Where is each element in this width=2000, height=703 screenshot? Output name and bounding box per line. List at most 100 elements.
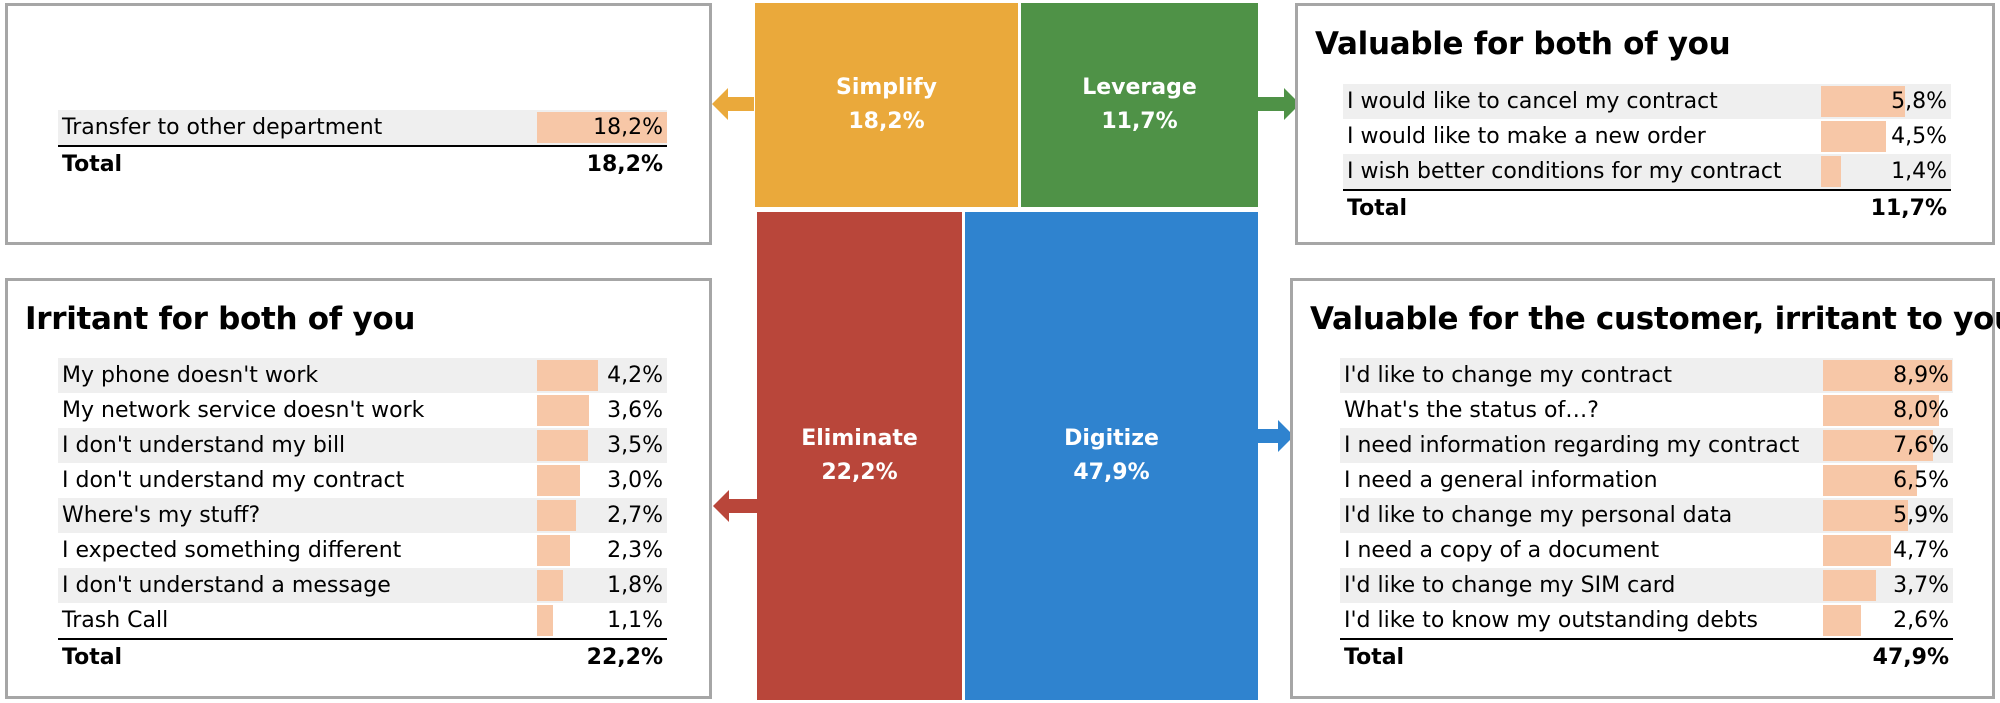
eliminate-quadrant-label: Eliminate — [801, 426, 918, 451]
value-bar — [537, 500, 576, 531]
arrow-right-digitize-icon — [1258, 420, 1294, 452]
table-row: I'd like to change my contract 8,9% — [1340, 358, 1953, 393]
row-value: 8,0% — [1893, 398, 1949, 423]
row-label: I'd like to know my outstanding debts — [1344, 608, 1758, 633]
total-value: 22,2% — [586, 645, 663, 670]
bar-cell — [537, 568, 667, 603]
row-value: 3,6% — [607, 398, 663, 423]
row-label: I need a general information — [1344, 468, 1658, 493]
table-row: I need information regarding my contract… — [1340, 428, 1953, 463]
table-row: I expected something different 2,3% — [58, 533, 667, 568]
row-value: 8,9% — [1893, 363, 1949, 388]
table-row: I would like to cancel my contract 5,8% — [1343, 84, 1951, 119]
digitize-quadrant: Digitize 47,9% — [965, 212, 1258, 700]
bar-cell — [537, 358, 667, 393]
value-bar — [1823, 605, 1861, 636]
arrow-left-eliminate-icon — [713, 490, 757, 522]
table-row: My network service doesn't work 3,6% — [58, 393, 667, 428]
row-label: I'd like to change my contract — [1344, 363, 1673, 388]
bar-cell — [1821, 84, 1951, 119]
simplify-quadrant-label: Simplify — [835, 75, 938, 100]
leverage-quadrant: Leverage 11,7% — [1021, 3, 1258, 207]
total-label: Total — [1344, 645, 1405, 670]
total-divider — [58, 638, 667, 640]
digitize-panel: Valuable for the customer, irritant to y… — [1290, 278, 2000, 699]
table-row: I don't understand my contract 3,0% — [58, 463, 667, 498]
row-label: I would like to cancel my contract — [1347, 89, 1718, 114]
row-value: 4,5% — [1891, 124, 1947, 149]
bar-cell — [1823, 603, 1953, 638]
row-value: 1,8% — [607, 573, 663, 598]
total-label: Total — [62, 152, 123, 177]
simplify-table: Transfer to other department 18,2% Total 18… — [58, 110, 667, 182]
row-value: 3,7% — [1893, 573, 1949, 598]
value-bar — [537, 360, 598, 391]
leverage-panel: Valuable for both of you I would like to… — [1295, 3, 1995, 245]
total-row: Total 11,7% — [1343, 191, 1951, 226]
bar-cell — [537, 498, 667, 533]
value-bar — [537, 430, 588, 461]
row-label: Where's my stuff? — [62, 503, 261, 528]
bar-cell — [537, 603, 667, 638]
table-row: My phone doesn't work 4,2% — [58, 358, 667, 393]
total-value: 18,2% — [586, 152, 663, 177]
leverage-quadrant-value: 11,7% — [1101, 109, 1178, 134]
value-bar — [1821, 86, 1905, 117]
total-row: Total 22,2% — [58, 640, 667, 675]
total-row: Total 47,9% — [1340, 640, 1953, 675]
row-value: 6,5% — [1893, 468, 1949, 493]
total-label: Total — [1347, 196, 1408, 221]
leverage-panel-title: Valuable for both of you — [1315, 26, 1731, 62]
table-row: I'd like to change my personal data 5,9% — [1340, 498, 1953, 533]
table-row: What's the status of…? 8,0% — [1340, 393, 1953, 428]
arrow-left-simplify-icon — [712, 88, 754, 120]
row-label: I'd like to change my personal data — [1344, 503, 1733, 528]
value-bar — [1823, 570, 1877, 601]
table-row: Trash Call 1,1% — [58, 603, 667, 638]
row-value: 2,6% — [1893, 608, 1949, 633]
bar-cell — [1823, 498, 1953, 533]
row-value: 3,0% — [607, 468, 663, 493]
value-bar — [537, 535, 571, 566]
bar-cell — [1823, 568, 1953, 603]
total-row: Total 18,2% — [58, 147, 667, 182]
total-label: Total — [62, 645, 123, 670]
bar-cell — [1823, 533, 1953, 568]
digitize-quadrant-label: Digitize — [1064, 426, 1159, 451]
row-value: 3,5% — [607, 433, 663, 458]
value-bar — [1821, 121, 1886, 152]
row-label: I would like to make a new order — [1347, 124, 1706, 149]
value-bar — [537, 465, 581, 496]
digitize-panel-title: Valuable for the customer, irritant to y… — [1310, 301, 2000, 337]
table-row: I wish better conditions for my contract… — [1343, 154, 1951, 189]
bar-cell — [537, 393, 667, 428]
simplify-quadrant-value: 18,2% — [848, 109, 925, 134]
value-bar — [1823, 465, 1917, 496]
table-row: I don't understand a message 1,8% — [58, 568, 667, 603]
eliminate-quadrant: Eliminate 22,2% — [757, 212, 962, 700]
table-row: I need a general information 6,5% — [1340, 463, 1953, 498]
value-bar — [537, 570, 563, 601]
leverage-quadrant-label: Leverage — [1082, 75, 1197, 100]
eliminate-panel: Irritant for both of you My phone doesn'… — [5, 278, 712, 699]
eliminate-quadrant-value: 22,2% — [821, 460, 898, 485]
row-label: I need information regarding my contract — [1344, 433, 1800, 458]
row-value: 7,6% — [1893, 433, 1949, 458]
row-value: 4,7% — [1893, 538, 1949, 563]
leverage-table: I would like to cancel my contract 5,8% I … — [1343, 84, 1951, 226]
digitize-quadrant-value: 47,9% — [1073, 460, 1150, 485]
row-value: 1,4% — [1891, 159, 1947, 184]
value-bar — [537, 605, 553, 636]
row-label: I don't understand my contract — [62, 468, 405, 493]
row-label: What's the status of…? — [1344, 398, 1599, 423]
row-label: I don't understand a message — [62, 573, 391, 598]
table-row: I would like to make a new order 4,5% — [1343, 119, 1951, 154]
value-bar — [1823, 500, 1909, 531]
bar-cell — [537, 110, 667, 145]
total-divider — [58, 145, 667, 147]
row-value: 2,3% — [607, 538, 663, 563]
value-bar — [1823, 430, 1933, 461]
bar-cell — [1823, 428, 1953, 463]
row-label: My network service doesn't work — [62, 398, 425, 423]
bar-cell — [1823, 358, 1953, 393]
